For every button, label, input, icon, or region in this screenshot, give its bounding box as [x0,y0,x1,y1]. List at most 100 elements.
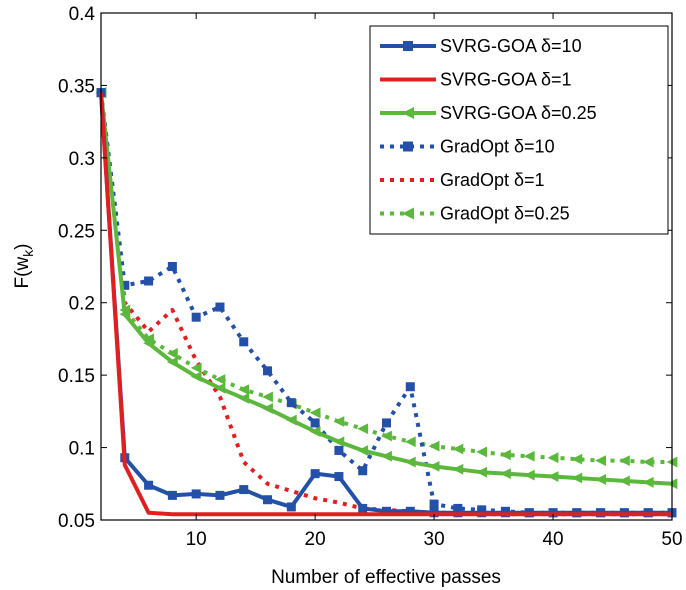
legend-label: GradOpt δ=1 [440,170,545,190]
data-point [428,461,440,472]
data-point [428,440,440,452]
data-point [404,456,416,468]
data-point [191,489,201,499]
data-point [262,391,273,403]
data-point [215,302,225,312]
data-point [405,506,415,516]
x-tick-label: 50 [661,529,682,550]
y-tick-label: 0.35 [58,76,95,97]
data-point [190,371,202,382]
legend-item: GradOpt δ=1 [380,170,545,190]
data-point [286,502,296,512]
legend-marker [402,207,414,220]
data-point [333,436,345,448]
data-point [382,418,391,428]
legend-item: SVRG-GOA δ=1 [380,70,572,90]
data-point [500,449,511,461]
data-point [476,446,488,458]
plot-frame [100,12,673,521]
data-point [215,490,225,500]
x-tick-label: 10 [186,529,207,550]
data-point [429,499,439,509]
data-point [166,348,178,359]
data-point [358,466,368,476]
data-point [167,262,177,271]
y-axis-label-close: ) [12,244,33,250]
legend-label: SVRG-GOA δ=1 [440,70,572,90]
data-point [286,398,296,408]
data-point [238,392,250,404]
data-point [309,426,321,438]
data-point [167,490,177,500]
data-point [381,430,392,442]
y-axis-label-subscript: k [20,249,36,257]
data-point [357,445,369,456]
data-point [547,452,559,464]
data-point [190,362,202,374]
legend-label: SVRG-GOA δ=10 [440,36,582,56]
data-point [239,485,249,495]
legend-item: GradOpt δ=0.25 [380,204,570,224]
legend-label: GradOpt δ=0.25 [440,204,570,224]
x-tick-label: 30 [424,529,445,550]
data-point [452,463,464,475]
y-tick-label: 0.4 [69,4,96,25]
data-point [238,384,250,396]
data-point [262,403,273,414]
data-point [239,337,249,347]
data-point [119,308,131,320]
data-point [523,450,535,462]
y-tick-label: 0.15 [58,366,95,387]
legend-item: SVRG-GOA δ=10 [380,36,582,56]
legend-label: GradOpt δ=10 [440,137,555,157]
data-point [310,469,320,479]
data-point [523,469,535,481]
data-point [595,455,607,467]
data-point [334,472,344,482]
y-tick-label: 0.25 [58,221,95,242]
data-point [595,474,607,485]
data-point [619,475,630,487]
y-tick-label: 0.3 [69,149,95,170]
data-point [642,476,654,488]
y-axis-label-main: F(w [12,257,33,289]
ticks-layer: 10 20 30 40 50 0.05 0.1 0.15 0.2 0.25 0.3 0.35 0.4 [58,4,683,550]
data-point [144,276,154,286]
y-tick-label: 0.1 [69,439,95,460]
y-tick-label: 0.2 [69,294,95,315]
legend-marker [403,41,413,51]
data-point [309,407,321,419]
data-point [547,471,559,482]
data-point [452,443,464,455]
data-point [642,456,654,468]
data-point [405,382,415,392]
data-point [357,423,369,435]
x-tick-label: 40 [542,529,563,550]
y-axis-label: F(wk) [12,244,36,289]
data-point [571,453,583,465]
data-point [310,418,320,428]
x-axis-label: Number of effective passes [271,567,501,588]
data-point [120,280,130,290]
data-point [334,445,344,455]
legend-box [369,25,669,235]
data-point [191,312,201,322]
legend: SVRG-GOA δ=10 SVRG-GOA δ=1 SVRG-GOA δ=0.25… [369,25,669,235]
data-point [143,337,154,349]
data-point [619,455,630,467]
data-point [333,416,345,427]
data-point [404,436,416,448]
data-point [263,366,273,376]
data-point [144,480,154,490]
legend-item: SVRG-GOA δ=0.25 [380,103,597,123]
y-tick-label: 0.05 [58,511,95,532]
data-point [476,466,488,478]
data-point [382,506,391,516]
x-tick-label: 20 [305,529,326,550]
data-point [381,450,392,462]
legend-item: GradOpt δ=10 [380,137,555,157]
data-point [166,356,178,368]
data-point [214,374,226,385]
data-point [285,414,297,426]
